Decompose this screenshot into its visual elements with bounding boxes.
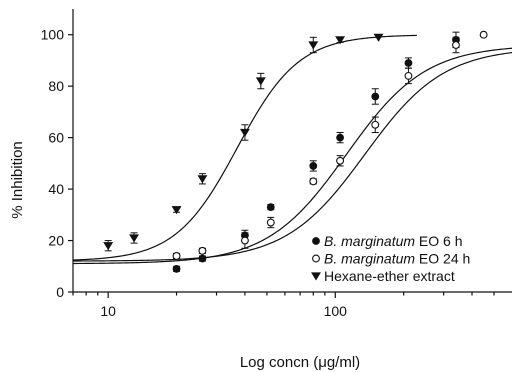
data-point <box>255 77 266 86</box>
y-tick-label: 0 <box>56 284 64 300</box>
data-point <box>103 242 114 251</box>
legend-marker <box>312 237 320 245</box>
legend-label: B. marginatum EO 6 h <box>324 233 463 249</box>
y-tick-label: 40 <box>48 181 64 197</box>
data-point <box>479 30 488 39</box>
data-point <box>336 156 345 165</box>
data-point <box>172 252 181 260</box>
data-point <box>239 128 250 138</box>
legend-label: B. marginatum EO 24 h <box>324 251 470 267</box>
y-tick-label: 80 <box>48 78 64 94</box>
data-point <box>129 234 139 243</box>
data-point <box>240 236 249 245</box>
legend-label: Hexane-ether extract <box>324 268 455 284</box>
data-point <box>404 59 413 67</box>
legend-marker <box>311 272 321 281</box>
data-point <box>309 162 318 170</box>
data-point <box>404 71 413 80</box>
data-point <box>171 206 182 215</box>
data-point <box>266 203 275 212</box>
data-point <box>452 41 460 49</box>
data-point <box>335 36 346 45</box>
y-tick-label: 60 <box>48 130 64 146</box>
y-tick-label: 100 <box>41 27 65 43</box>
data-point <box>266 218 275 227</box>
data-point <box>309 177 318 186</box>
data-point <box>197 175 208 184</box>
data-point <box>172 264 181 273</box>
data-point <box>371 120 380 129</box>
data-point <box>373 33 384 42</box>
data-point <box>336 133 344 142</box>
fit-curves <box>72 34 513 265</box>
fit-curve <box>72 52 513 262</box>
data-point <box>198 254 207 263</box>
legend: B. marginatum EO 6 h B. marginatum EO 24 … <box>311 233 470 284</box>
data-markers <box>103 30 488 273</box>
fit-curve <box>72 47 513 265</box>
x-axis-label: Log concn (μg/ml) <box>240 354 360 371</box>
legend-marker <box>312 254 320 263</box>
y-axis-label: % Inhibition <box>9 141 26 219</box>
y-tick-label: 20 <box>48 233 64 249</box>
x-tick-label: 100 <box>324 303 348 319</box>
fit-curve <box>72 34 417 261</box>
data-point <box>198 246 207 255</box>
data-point <box>308 41 319 50</box>
x-tick-label: 10 <box>100 303 116 319</box>
axes: 0 20 40 60 80 100 10 100 <box>41 9 512 319</box>
data-point <box>371 92 380 101</box>
